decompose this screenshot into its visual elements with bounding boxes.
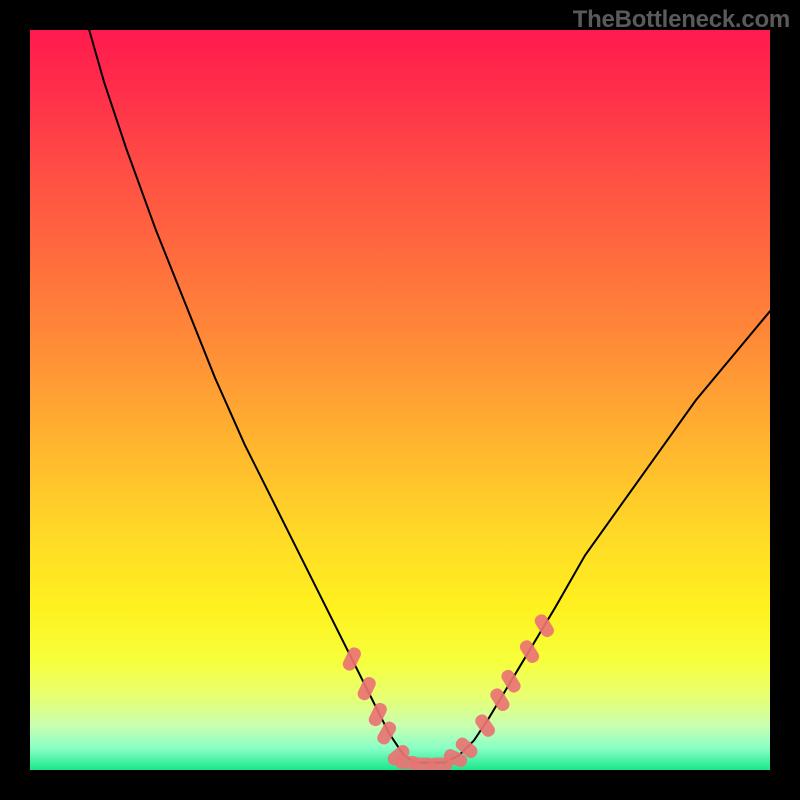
gradient-background [30, 30, 770, 770]
chart-frame: TheBottleneck.com [0, 0, 800, 800]
watermark-text: TheBottleneck.com [573, 6, 790, 34]
plot-svg [30, 30, 770, 770]
plot-area [30, 30, 770, 770]
